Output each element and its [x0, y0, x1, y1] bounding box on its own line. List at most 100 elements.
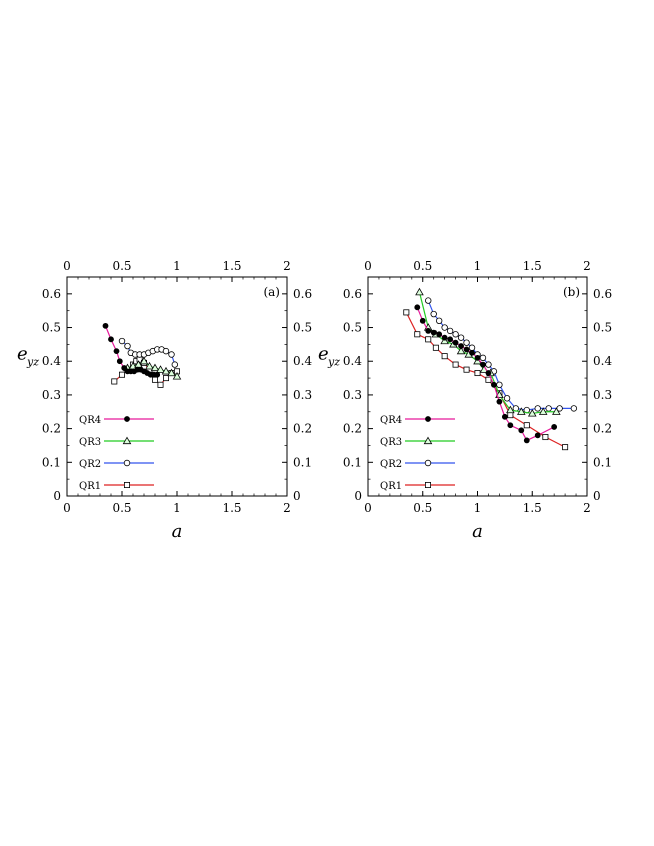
- data-point-qr2: [430, 310, 437, 318]
- data-point-qr4: [496, 398, 503, 405]
- data-point-qr1: [452, 361, 459, 368]
- data-point-qr2: [570, 405, 578, 412]
- legend: QR4 QR3 QR2 QR1: [79, 415, 154, 492]
- y-tick-label-right: 0.6: [593, 287, 612, 301]
- x-tick-label-top: 1: [173, 259, 181, 273]
- series-qr3: [123, 356, 182, 380]
- y-tick-label-right: 0.6: [293, 287, 312, 301]
- y-tick-label-right: 0.3: [293, 388, 312, 402]
- data-point-qr2: [124, 342, 131, 350]
- x-tick-label-top: 1.5: [222, 259, 241, 273]
- data-point-qr2: [435, 317, 443, 324]
- data-point-qr3: [161, 366, 171, 375]
- legend-marker-qr1: [424, 481, 431, 488]
- x-axis-label: a: [172, 521, 183, 542]
- data-point-qr4: [458, 343, 464, 349]
- data-point-qr4: [501, 413, 508, 420]
- data-point-qr1: [425, 336, 432, 343]
- legend-marker-qr2: [424, 459, 432, 467]
- data-point-qr2: [468, 344, 476, 351]
- series-qr3: [415, 287, 561, 417]
- data-point-qr4: [447, 336, 454, 343]
- legend-marker-qr1: [124, 481, 131, 488]
- data-point-qr4: [469, 349, 475, 356]
- data-point-qr4: [518, 427, 525, 434]
- x-tick-label-bottom: 2: [583, 501, 591, 515]
- data-point-qr4: [551, 424, 558, 430]
- data-point-qr1: [157, 381, 164, 388]
- x-tick-label-top: 0: [63, 259, 71, 273]
- data-point-qr4: [452, 339, 459, 346]
- data-point-qr3: [506, 405, 515, 414]
- x-tick-label-top: 0.5: [413, 259, 432, 273]
- data-point-qr4: [480, 361, 486, 368]
- data-point-qr2: [446, 327, 454, 335]
- data-point-qr3: [172, 371, 182, 380]
- data-point-qr2: [118, 337, 126, 345]
- data-point-qr3: [167, 368, 176, 377]
- data-point-qr1: [151, 376, 158, 383]
- data-point-qr3: [456, 346, 466, 355]
- y-tick-label-right: 0.2: [293, 422, 312, 436]
- x-tick-label-bottom: 0.5: [413, 501, 432, 515]
- series-qr4: [102, 322, 161, 378]
- x-tick-label-bottom: 2: [283, 501, 291, 515]
- y-tick-label-left: 0: [53, 489, 61, 503]
- y-tick-label-left: 0: [354, 489, 362, 503]
- data-point-qr4: [441, 334, 448, 341]
- data-point-qr2: [485, 361, 492, 368]
- panel-label: (b): [563, 285, 580, 299]
- legend-label-qr1: QR1: [380, 481, 402, 492]
- data-point-qr1: [119, 371, 126, 378]
- legend-marker-qr4: [425, 416, 431, 422]
- y-tick-label-left: 0.4: [42, 354, 61, 368]
- x-axis-label: a: [472, 521, 483, 542]
- data-point-qr4: [414, 304, 421, 311]
- y-tick-label-right: 0.1: [593, 455, 612, 469]
- y-tick-label-left: 0.4: [343, 354, 362, 368]
- data-point-qr2: [534, 405, 541, 412]
- x-tick-label-bottom: 0.5: [112, 501, 131, 515]
- data-point-qr1: [463, 366, 470, 373]
- data-point-qr1: [403, 309, 410, 316]
- y-tick-label-left: 0.1: [343, 455, 362, 469]
- legend-marker-qr3: [423, 436, 433, 445]
- x-tick-label-bottom: 1: [474, 501, 482, 515]
- y-tick-label-right: 0.4: [593, 354, 612, 368]
- legend-marker-qr2: [123, 459, 131, 467]
- data-point-qr4: [523, 437, 530, 444]
- series-line-qr3: [418, 292, 557, 415]
- y-tick-label-left: 0.3: [42, 388, 61, 402]
- y-tick-label-left: 0.2: [343, 422, 362, 436]
- data-point-qr4: [430, 329, 437, 336]
- data-point-qr2: [545, 405, 552, 412]
- x-tick-label-top: 2: [583, 259, 591, 273]
- data-point-qr3: [538, 407, 548, 415]
- data-point-qr4: [425, 328, 432, 334]
- data-point-qr2: [479, 354, 487, 362]
- data-point-qr4: [507, 422, 514, 429]
- data-point-qr4: [113, 348, 120, 355]
- data-point-qr3: [440, 336, 449, 345]
- legend-label-qr1: QR1: [79, 481, 101, 492]
- data-point-qr1: [441, 353, 448, 360]
- data-point-qr3: [415, 287, 424, 296]
- data-point-qr4: [474, 354, 481, 361]
- y-tick-label-left: 0.3: [343, 388, 362, 402]
- y-tick-label-right: 0.2: [593, 422, 612, 436]
- x-tick-label-top: 0: [364, 259, 372, 273]
- data-point-qr2: [463, 339, 470, 346]
- data-point-qr1: [474, 370, 481, 377]
- legend-label-qr3: QR3: [79, 437, 101, 448]
- data-point-qr4: [102, 322, 109, 329]
- data-point-qr4: [154, 371, 161, 378]
- y-axis-label: e: [17, 344, 28, 365]
- data-point-qr1: [432, 344, 439, 351]
- y-tick-label-right: 0.5: [293, 321, 312, 335]
- data-point-qr1: [562, 444, 569, 451]
- data-point-qr4: [436, 331, 443, 338]
- y-tick-label-left: 0.6: [343, 287, 362, 301]
